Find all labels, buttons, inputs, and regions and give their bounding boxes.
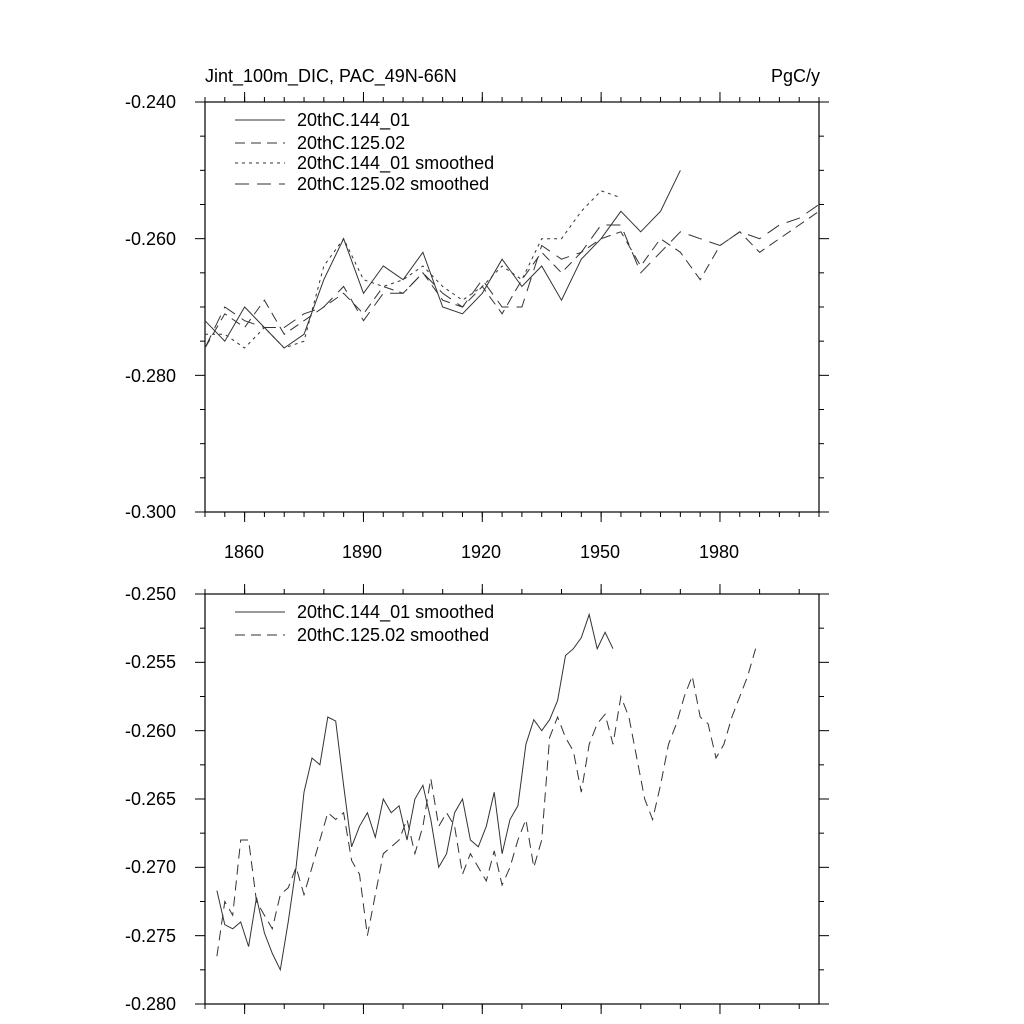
bottom-ytick-label: -0.260	[125, 721, 176, 741]
bottom-ytick-label: -0.275	[125, 926, 176, 946]
legend-label: 20thC.144_01 smoothed	[297, 153, 494, 174]
bottom-plot-frame	[204, 593, 820, 1005]
top-xtick-label: 1860	[224, 542, 264, 562]
legend-label: 20thC.125.02 smoothed	[297, 625, 489, 645]
legend-label: 20thC.125.02	[297, 133, 405, 153]
top-ytick-label: -0.300	[125, 502, 176, 522]
series-line-20thc-144-01-smoothed	[205, 190, 622, 349]
series-line-20thc-144-01-smoothed	[216, 612, 614, 972]
top-tick-marks	[195, 92, 829, 522]
bottom-panel: -0.250 -0.255 -0.260 -0.265 -0.270 -0.27…	[125, 584, 829, 1014]
bottom-series-group	[216, 612, 757, 972]
top-ytick-label: -0.280	[125, 366, 176, 386]
series-line-20thc-125-02	[204, 210, 820, 349]
bottom-ytick-label: -0.270	[125, 857, 176, 877]
legend-label: 20thC.144_01 smoothed	[297, 602, 494, 623]
legend-label: 20thC.125.02 smoothed	[297, 174, 489, 194]
top-legend: 20thC.144_01 20thC.125.02 20thC.144_01 s…	[235, 110, 494, 194]
top-xtick-label: 1950	[580, 542, 620, 562]
series-line-20thc-125-02-smoothed	[216, 648, 757, 957]
top-ytick-label: -0.260	[125, 229, 176, 249]
top-series-group	[204, 170, 820, 349]
top-ytick-label: -0.240	[125, 92, 176, 112]
bottom-ytick-label: -0.280	[125, 994, 176, 1014]
top-xtick-label: 1920	[461, 542, 501, 562]
bottom-ytick-label: -0.265	[125, 789, 176, 809]
bottom-ytick-label: -0.255	[125, 652, 176, 672]
legend-label: 20thC.144_01	[297, 110, 410, 131]
top-xtick-label: 1890	[342, 542, 382, 562]
bottom-ytick-label: -0.250	[125, 584, 176, 604]
bottom-tick-marks	[195, 584, 829, 1014]
top-panel: Jint_100m_DIC, PAC_49N-66N PgC/y -0.240 …	[125, 66, 829, 562]
series-line-20thc-125-02-smoothed	[204, 204, 820, 349]
top-xtick-label: 1980	[699, 542, 739, 562]
top-chart-title: Jint_100m_DIC, PAC_49N-66N	[205, 66, 457, 87]
bottom-legend: 20thC.144_01 smoothed 20thC.125.02 smoot…	[235, 602, 494, 645]
top-units-label: PgC/y	[771, 66, 820, 86]
